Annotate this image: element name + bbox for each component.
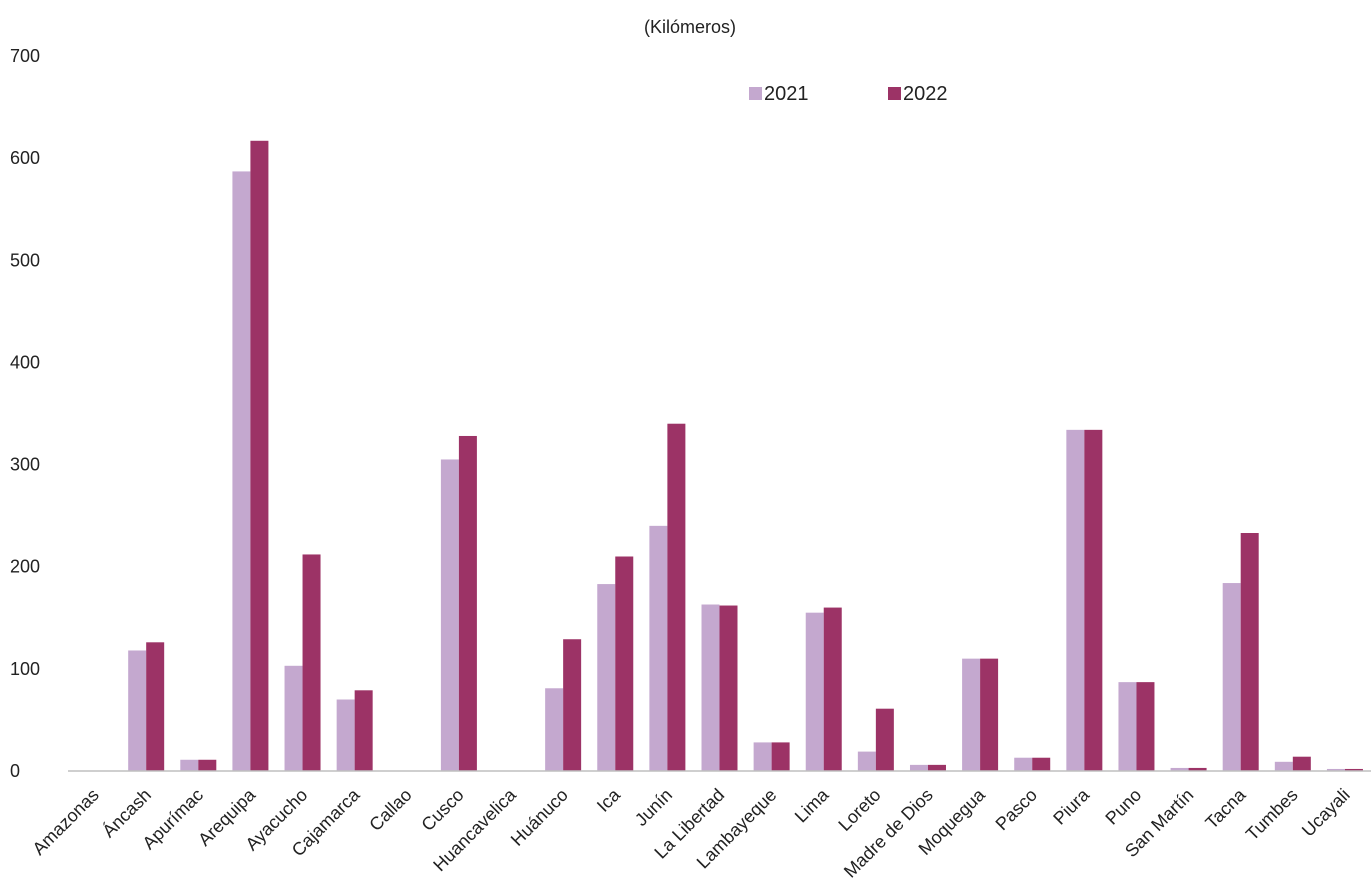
bar-2022	[719, 605, 738, 771]
chart-subtitle: (Kilómeros)	[644, 17, 736, 37]
bar-2021	[649, 525, 668, 771]
x-category-label: Madre de Dios	[840, 785, 937, 882]
bar-2022	[1136, 682, 1155, 771]
legend-label-2022: 2022	[903, 83, 948, 105]
bar-2022	[198, 759, 217, 771]
bar-2021	[962, 658, 981, 771]
bar-2021	[1222, 583, 1241, 771]
bar-2021	[909, 764, 928, 771]
bar-2022	[146, 642, 165, 771]
y-tick-label: 300	[10, 455, 40, 475]
bar-2022	[615, 556, 634, 771]
legend-swatch-2022	[888, 87, 901, 100]
x-category-label: Ucayali	[1298, 785, 1354, 841]
bar-2022	[250, 140, 269, 771]
y-tick-label: 200	[10, 557, 40, 577]
bar-2021	[1274, 761, 1293, 771]
bar-2021	[336, 699, 355, 771]
bar-2022	[354, 690, 373, 771]
bar-2021	[1326, 768, 1345, 771]
x-category-label: Tumbes	[1242, 785, 1302, 845]
bar-2021	[597, 584, 616, 771]
x-axis-labels: AmazonasÁncashApurímacArequipaAyacuchoCa…	[29, 784, 1354, 882]
x-category-label: Huánuco	[507, 785, 572, 850]
bar-2022	[875, 708, 894, 771]
bar-2021	[1014, 757, 1033, 771]
bar-2022	[823, 607, 842, 771]
legend-swatch-2021	[749, 87, 762, 100]
y-axis: 0 100 200 300 400 500 600 700	[10, 46, 40, 781]
y-tick-label: 500	[10, 250, 40, 270]
bar-2021	[1066, 429, 1085, 771]
x-category-label: Lima	[791, 784, 833, 826]
bar-2022	[458, 435, 477, 771]
x-category-label: Loreto	[834, 785, 884, 835]
y-tick-label: 700	[10, 46, 40, 66]
bar-2022	[927, 764, 946, 771]
x-category-label: Amazonas	[29, 785, 103, 859]
x-category-label: Ica	[593, 784, 625, 816]
bar-2022	[1188, 767, 1207, 771]
bar-2021	[753, 742, 772, 771]
bar-2021	[440, 459, 459, 771]
x-category-label: Puno	[1101, 785, 1145, 829]
bar-2021	[180, 759, 199, 771]
bar-2021	[805, 612, 824, 771]
bar-2021	[545, 688, 564, 771]
x-category-label: Callao	[365, 785, 415, 835]
x-category-label: Tacna	[1201, 784, 1250, 833]
bar-2021	[1118, 682, 1137, 771]
y-tick-label: 600	[10, 148, 40, 168]
x-category-label: Pasco	[992, 785, 1042, 835]
bar-2022	[1084, 429, 1103, 771]
bar-2022	[302, 554, 321, 771]
bar-2022	[1240, 533, 1259, 771]
x-category-label: Junín	[631, 785, 676, 830]
bar-2022	[771, 742, 790, 771]
x-category-label: Piura	[1049, 784, 1094, 829]
legend-label-2021: 2021	[764, 83, 809, 105]
bar-2022	[563, 639, 582, 771]
legend: 2021 2022	[749, 83, 948, 105]
bar-2021	[284, 665, 303, 771]
bars	[128, 140, 1363, 771]
y-tick-label: 100	[10, 659, 40, 679]
bar-2022	[980, 658, 999, 771]
bar-2022	[1032, 757, 1051, 771]
x-category-label: Cusco	[418, 785, 468, 835]
bar-2021	[232, 171, 251, 771]
bar-2021	[857, 751, 876, 771]
bar-2022	[667, 423, 686, 771]
y-tick-label: 400	[10, 352, 40, 372]
bar-2021	[1170, 767, 1189, 771]
bar-2021	[128, 650, 147, 771]
bar-2021	[701, 604, 720, 771]
bar-2022	[1344, 768, 1363, 771]
y-tick-label: 0	[10, 761, 20, 781]
bar-2022	[1292, 756, 1311, 771]
